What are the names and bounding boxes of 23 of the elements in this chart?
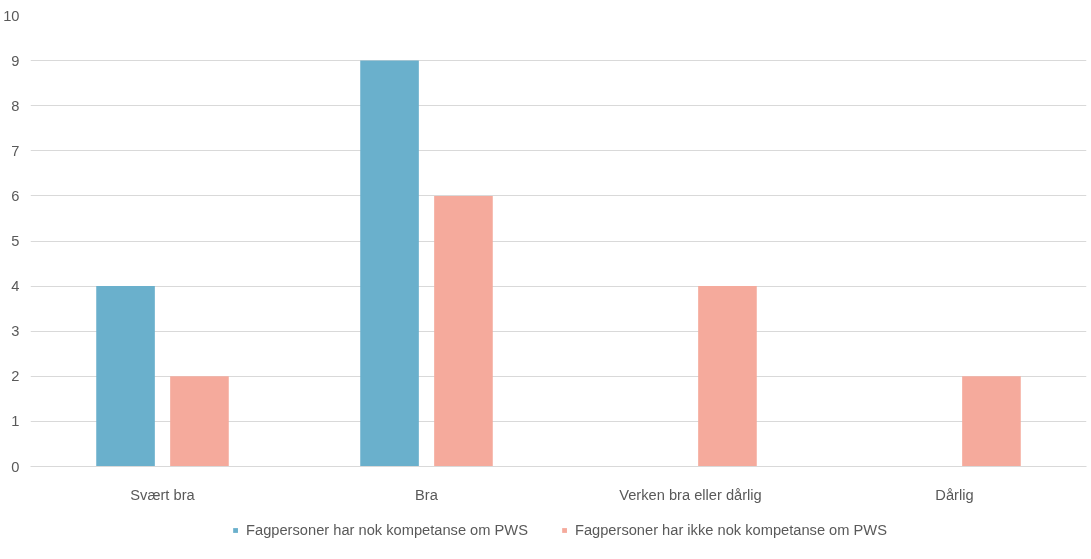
bar <box>96 286 155 467</box>
legend-label: Fagpersoner har ikke nok kompetanse om PWS <box>574 522 887 538</box>
x-tick-label: Svært bra <box>130 486 196 503</box>
y-tick-label: 6 <box>11 187 20 204</box>
y-tick-label: 2 <box>11 368 20 385</box>
y-tick-label: 4 <box>11 278 20 295</box>
y-tick-label: 0 <box>11 458 20 475</box>
x-tick-label: Verken bra eller dårlig <box>619 486 762 503</box>
y-tick-label: 7 <box>11 142 20 159</box>
x-tick-label: Dårlig <box>935 486 974 503</box>
legend-label: Fagpersoner har nok kompetanse om PWS <box>246 522 528 538</box>
bar <box>360 60 419 467</box>
y-tick-label: 3 <box>11 323 20 340</box>
bar <box>434 195 493 467</box>
y-tick-label: 9 <box>11 52 20 69</box>
y-tick-label: 8 <box>11 97 20 114</box>
y-tick-label: 1 <box>11 413 20 430</box>
bar <box>698 286 757 467</box>
y-tick-label: 5 <box>11 233 20 249</box>
bar <box>170 376 229 467</box>
y-tick-label: 10 <box>3 7 20 24</box>
bar <box>962 376 1021 467</box>
x-tick-label: Bra <box>415 486 439 503</box>
